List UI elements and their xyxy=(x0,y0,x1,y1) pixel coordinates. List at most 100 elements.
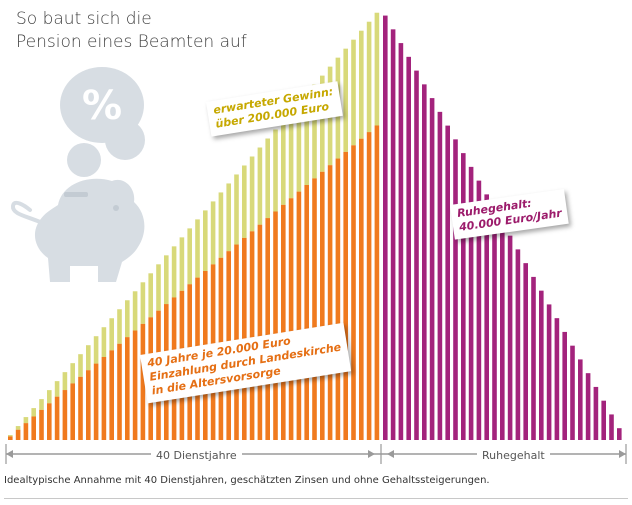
payment-stripe xyxy=(296,191,302,440)
gain-stripe xyxy=(226,183,231,252)
payment-stripe xyxy=(93,363,99,440)
gain-stripe xyxy=(203,210,208,271)
pension-stripe xyxy=(531,276,536,440)
pension-stripe xyxy=(437,111,443,440)
payment-stripe xyxy=(140,323,146,440)
gain-stripe xyxy=(171,246,177,298)
payment-stripe xyxy=(31,416,36,440)
payment-stripe xyxy=(257,224,263,440)
gain-stripe xyxy=(288,111,294,199)
payment-stripe xyxy=(23,423,29,440)
pension-stripe xyxy=(468,166,474,440)
gain-stripe xyxy=(125,300,130,338)
gain-stripe xyxy=(23,417,29,424)
service-years-axis-label: 40 Dienstjahre xyxy=(151,449,242,463)
pension-stripe xyxy=(554,318,560,440)
pension-stripe xyxy=(601,400,606,440)
pension-stripe xyxy=(500,221,505,440)
gain-stripe xyxy=(164,255,169,305)
pension-stripe xyxy=(523,263,528,440)
payment-stripe xyxy=(312,178,317,440)
pension-stripe xyxy=(546,304,552,440)
gain-stripe xyxy=(31,408,36,417)
gain-stripe xyxy=(109,318,114,351)
payment-stripe xyxy=(62,390,68,440)
gain-stripe xyxy=(343,48,348,152)
gain-stripe xyxy=(374,12,380,126)
payment-stripe xyxy=(70,383,75,440)
gain-stripe xyxy=(281,120,286,205)
title-line-1: So baut sich die xyxy=(16,9,152,29)
payment-stripe xyxy=(366,132,372,441)
title-line-2: Pension eines Beamten auf xyxy=(16,32,247,52)
percent-coin-icon: % xyxy=(60,67,145,177)
pension-stripe xyxy=(515,249,521,440)
pension-stripe xyxy=(539,290,544,440)
gain-stripe xyxy=(187,228,192,285)
gain-stripe xyxy=(320,75,325,172)
gain-stripe xyxy=(86,345,91,371)
gain-stripe xyxy=(8,435,13,437)
payment-stripe xyxy=(359,138,364,440)
pension-stripe xyxy=(578,359,583,440)
gain-stripe xyxy=(273,129,278,212)
footnote: Idealtypische Annahme mit 40 Dienstjahre… xyxy=(4,475,490,486)
gain-stripe xyxy=(148,273,153,318)
gain-stripe xyxy=(296,102,302,192)
pension-stripe xyxy=(453,139,458,440)
pension-stripe xyxy=(484,194,489,440)
pension-stripe xyxy=(476,180,482,441)
gain-stripe xyxy=(304,93,309,186)
gain-stripe xyxy=(218,192,224,258)
gain-stripe xyxy=(132,291,138,331)
gain-stripe xyxy=(62,372,68,391)
payment-stripe xyxy=(109,350,114,440)
gain-stripe xyxy=(47,390,52,404)
pension-stripe xyxy=(390,29,396,440)
payment-stripe xyxy=(273,211,278,440)
gain-stripe xyxy=(359,30,364,139)
gain-stripe xyxy=(195,219,200,278)
gain-stripe xyxy=(39,399,44,410)
pension-stripe xyxy=(383,15,388,441)
bottom-divider xyxy=(4,498,628,499)
pension-axis-label: Ruhegehalt xyxy=(477,449,550,463)
payment-stripe xyxy=(132,330,138,440)
pension-stripe xyxy=(414,70,419,440)
pension-stripe xyxy=(398,43,404,440)
pension-stripe xyxy=(461,153,466,440)
payment-stripe xyxy=(86,370,91,440)
gain-stripe xyxy=(210,201,216,265)
gain-stripe xyxy=(117,309,122,344)
gain-stripe xyxy=(78,354,83,377)
pension-stripe xyxy=(609,414,614,440)
gain-stripe xyxy=(15,426,21,430)
pension-stripe xyxy=(562,331,567,440)
payment-stripe xyxy=(265,218,270,440)
gain-stripe xyxy=(265,138,270,219)
gain-stripe xyxy=(257,147,263,225)
payment-stripe xyxy=(320,171,325,441)
payment-stripe xyxy=(288,198,294,440)
payment-stripe xyxy=(47,403,52,440)
pension-stripe xyxy=(429,98,435,441)
gain-stripe xyxy=(234,174,239,245)
payment-stripe xyxy=(281,204,286,440)
gain-stripe xyxy=(179,237,185,291)
payment-stripe xyxy=(125,337,130,440)
pension-stripe xyxy=(570,345,575,440)
payment-stripe xyxy=(351,145,356,440)
payment-stripe xyxy=(54,396,60,440)
payment-stripe xyxy=(8,436,13,440)
payment-stripe xyxy=(374,125,380,440)
payment-stripe xyxy=(39,409,44,440)
payment-stripe xyxy=(343,151,348,441)
payment-stripe xyxy=(327,165,333,440)
svg-text:%: % xyxy=(82,83,122,129)
gain-stripe xyxy=(93,336,99,364)
gain-stripe xyxy=(54,381,60,397)
gain-stripe xyxy=(70,363,75,384)
payment-stripe xyxy=(15,429,21,440)
piggy-bank-icon: % xyxy=(11,67,145,282)
